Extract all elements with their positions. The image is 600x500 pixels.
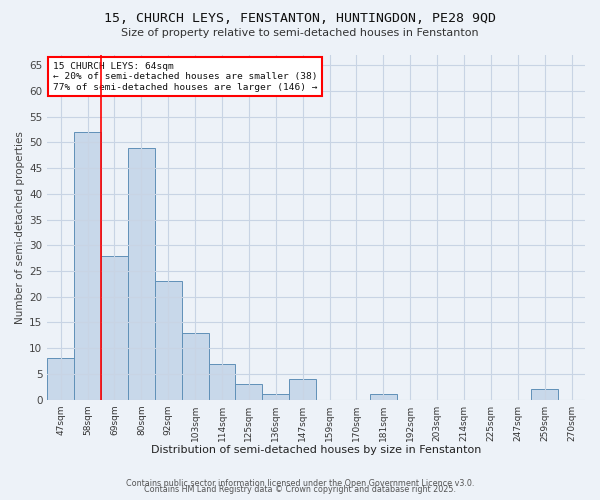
Bar xyxy=(155,282,182,400)
Text: Contains HM Land Registry data © Crown copyright and database right 2025.: Contains HM Land Registry data © Crown c… xyxy=(144,484,456,494)
Bar xyxy=(235,384,262,400)
Y-axis label: Number of semi-detached properties: Number of semi-detached properties xyxy=(15,131,25,324)
Text: 15, CHURCH LEYS, FENSTANTON, HUNTINGDON, PE28 9QD: 15, CHURCH LEYS, FENSTANTON, HUNTINGDON,… xyxy=(104,12,496,26)
Bar xyxy=(209,364,235,400)
Bar xyxy=(101,256,128,400)
Bar xyxy=(74,132,101,400)
Bar xyxy=(289,379,316,400)
Text: Contains public sector information licensed under the Open Government Licence v3: Contains public sector information licen… xyxy=(126,478,474,488)
Bar xyxy=(182,332,209,400)
Bar xyxy=(128,148,155,400)
Bar xyxy=(531,390,558,400)
Bar xyxy=(47,358,74,400)
Bar xyxy=(262,394,289,400)
Bar xyxy=(370,394,397,400)
Text: Size of property relative to semi-detached houses in Fenstanton: Size of property relative to semi-detach… xyxy=(121,28,479,38)
X-axis label: Distribution of semi-detached houses by size in Fenstanton: Distribution of semi-detached houses by … xyxy=(151,445,481,455)
Text: 15 CHURCH LEYS: 64sqm
← 20% of semi-detached houses are smaller (38)
77% of semi: 15 CHURCH LEYS: 64sqm ← 20% of semi-deta… xyxy=(53,62,317,92)
